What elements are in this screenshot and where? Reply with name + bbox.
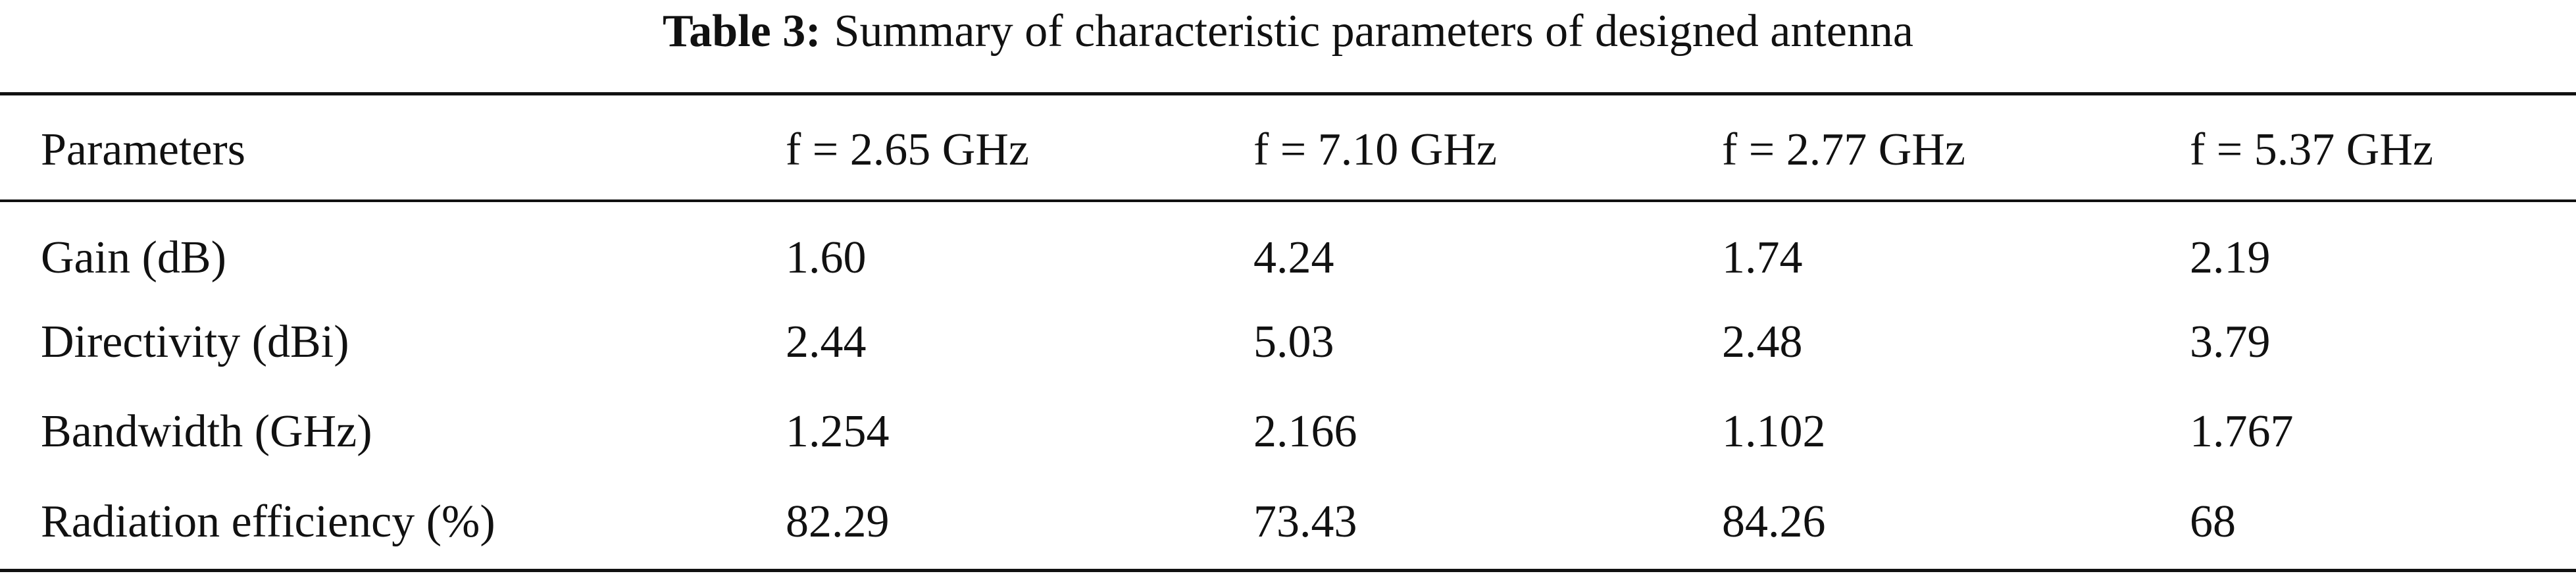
row-label: Gain (dB) — [41, 232, 226, 283]
table-cell: 1.767 — [2190, 406, 2294, 457]
header-rule — [0, 199, 2576, 202]
table-cell: 68 — [2190, 496, 2236, 547]
table-cell: 84.26 — [1722, 496, 1826, 547]
table-cell: 1.254 — [786, 406, 890, 457]
table-cell: 2.19 — [2190, 232, 2271, 283]
table-cell: 2.166 — [1253, 406, 1357, 457]
header-cell: f = 5.37 GHz — [2190, 124, 2433, 175]
table-cell: 1.60 — [786, 232, 867, 283]
caption-text: Summary of characteristic parameters of … — [834, 6, 1913, 57]
header-cell: f = 7.10 GHz — [1253, 124, 1497, 175]
table-cell: 2.48 — [1722, 317, 1803, 367]
row-label: Bandwidth (GHz) — [41, 406, 372, 457]
table-cell: 82.29 — [786, 496, 890, 547]
top-rule — [0, 92, 2576, 95]
row-label: Directivity (dBi) — [41, 317, 349, 367]
header-cell: Parameters — [41, 124, 245, 175]
caption-label: Table 3: — [663, 6, 821, 57]
header-cell: f = 2.65 GHz — [786, 124, 1029, 175]
table-caption: Table 3: Summary of characteristic parame… — [0, 5, 2576, 58]
table-cell: 4.24 — [1253, 232, 1334, 283]
table-cell: 2.44 — [786, 317, 867, 367]
table-cell: 5.03 — [1253, 317, 1334, 367]
table-cell: 1.102 — [1722, 406, 1826, 457]
table-cell: 1.74 — [1722, 232, 1803, 283]
header-cell: f = 2.77 GHz — [1722, 124, 1965, 175]
row-label: Radiation efficiency (%) — [41, 496, 495, 547]
bottom-rule — [0, 569, 2576, 572]
table-cell: 73.43 — [1253, 496, 1357, 547]
table-cell: 3.79 — [2190, 317, 2271, 367]
